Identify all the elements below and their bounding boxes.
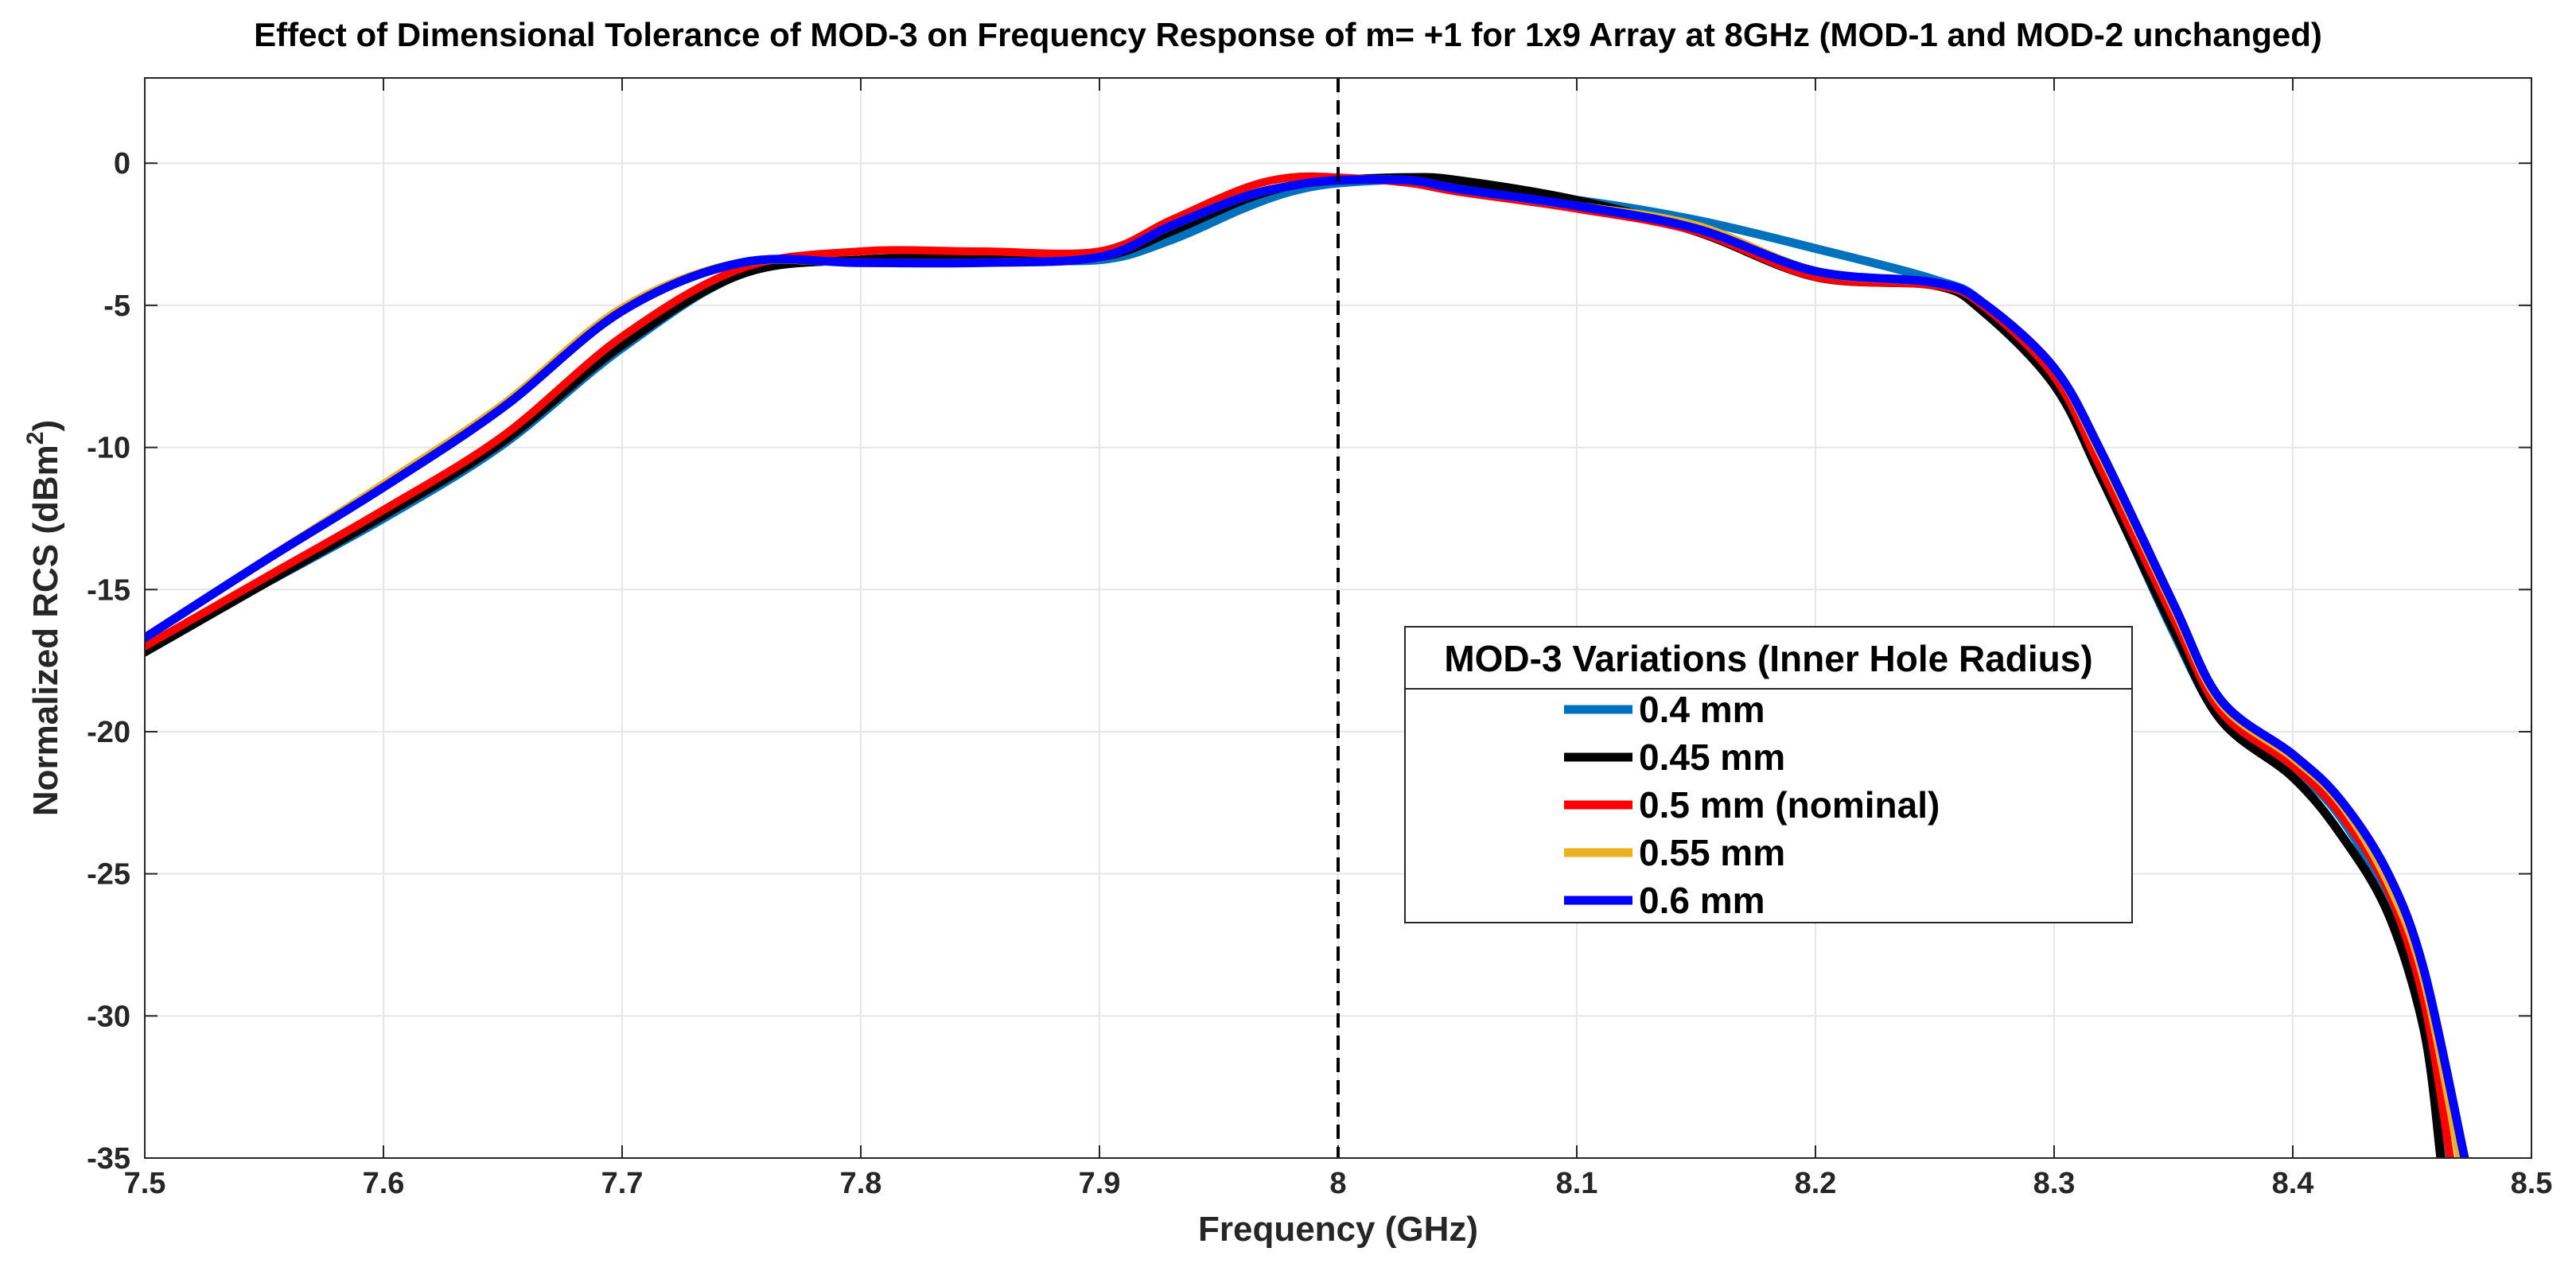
x-tick-label: 7.8 bbox=[840, 1167, 882, 1200]
y-tick-label: -5 bbox=[103, 290, 130, 323]
series-group bbox=[145, 172, 2469, 1158]
legend-entry-label: 0.55 mm bbox=[1639, 832, 1785, 873]
legend-title: MOD-3 Variations (Inner Hole Radius) bbox=[1444, 638, 2092, 679]
x-tick-label: 8.1 bbox=[1556, 1167, 1598, 1200]
x-tick-label: 8.2 bbox=[1795, 1167, 1837, 1200]
legend-entry-label: 0.6 mm bbox=[1639, 880, 1765, 921]
y-tick-label: -35 bbox=[87, 1142, 130, 1176]
x-tick-label: 8 bbox=[1329, 1167, 1346, 1200]
y-tick-label: -20 bbox=[87, 716, 130, 749]
legend-entry-label: 0.5 mm (nominal) bbox=[1639, 784, 1940, 826]
y-axis-label-end: ) bbox=[26, 420, 65, 432]
x-tick-label: 7.9 bbox=[1079, 1167, 1121, 1200]
y-axis-label: Normalized RCS (dBm2) bbox=[22, 420, 65, 816]
x-tick-label: 8.3 bbox=[2033, 1167, 2076, 1200]
ticks: 7.5 7.6 7.7 7.8 7.9 8 8.1 8.2 8.3 8.4 8.5 0 -5 -10 -15… bbox=[87, 78, 2552, 1200]
chart-title: Effect of Dimensional Tolerance of MOD-3… bbox=[254, 16, 2322, 53]
plot-frame bbox=[144, 77, 2532, 1159]
x-tick-label: 7.5 bbox=[124, 1167, 166, 1200]
legend-entry-label: 0.45 mm bbox=[1639, 736, 1785, 778]
y-tick-label: 0 bbox=[114, 147, 130, 181]
y-tick-label: -30 bbox=[87, 1000, 130, 1033]
x-tick-label: 8.4 bbox=[2272, 1167, 2314, 1200]
y-tick-label: -15 bbox=[87, 573, 130, 607]
y-axis-label-superscript: 2 bbox=[22, 432, 49, 445]
y-tick-label: -25 bbox=[87, 858, 130, 892]
legend-box bbox=[1404, 626, 2133, 923]
legend-items: 0.4 mm 0.45 mm 0.5 mm (nominal) 0.55 mm 0.6 … bbox=[1564, 689, 1940, 921]
y-tick-label: -10 bbox=[87, 432, 130, 465]
x-axis-label: Frequency (GHz) bbox=[1198, 1210, 1478, 1249]
plot-area: 7.5 7.6 7.7 7.8 7.9 8 8.1 8.2 8.3 8.4 8.5 0 -5 -10 -15… bbox=[87, 77, 2552, 1200]
series-line-0-6-mm bbox=[145, 175, 2469, 1158]
x-tick-label: 7.6 bbox=[363, 1167, 405, 1200]
legend: MOD-3 Variations (Inner Hole Radius) 0.4… bbox=[1404, 626, 2133, 923]
x-tick-label: 7.7 bbox=[601, 1167, 644, 1200]
y-axis-label-main: Normalized RCS (dBm bbox=[26, 445, 65, 816]
x-tick-label: 8.5 bbox=[2511, 1167, 2553, 1200]
legend-entry-label: 0.4 mm bbox=[1639, 689, 1765, 730]
series-line-0-45-mm bbox=[145, 173, 2446, 1158]
